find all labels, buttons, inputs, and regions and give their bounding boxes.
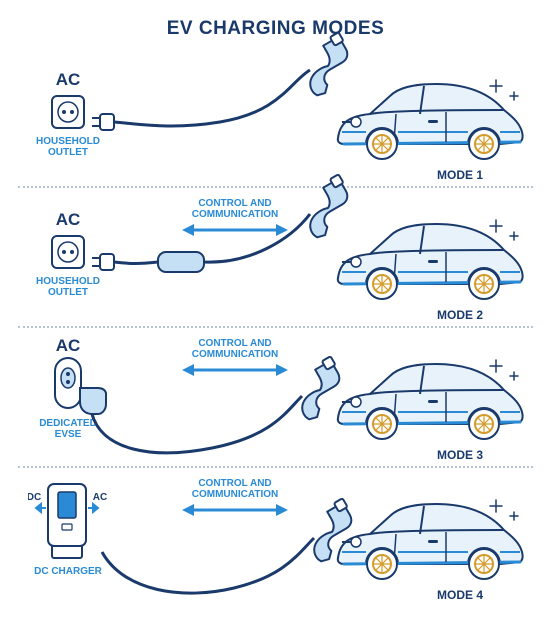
ev-car xyxy=(328,486,528,596)
comm-block: CONTROL AND COMMUNICATION xyxy=(175,338,295,377)
two-way-arrow-icon xyxy=(180,363,290,377)
two-way-arrow-icon xyxy=(180,503,290,517)
rows-container: AC HOUSEHOLD OUTLET xyxy=(0,48,551,606)
wall-plug-icon xyxy=(92,114,114,130)
two-way-arrow-icon xyxy=(180,223,290,237)
mode-row-4: DC AC DC CHARGER CONTROL AND COMMUNICATI… xyxy=(0,468,551,606)
mode-label: MODE 1 xyxy=(400,168,520,182)
ev-car xyxy=(328,66,528,176)
iccb-box-icon xyxy=(158,252,204,272)
wall-plug-icon xyxy=(92,254,114,270)
ev-car xyxy=(328,206,528,316)
dc-label: DC xyxy=(28,492,41,503)
cable-evse xyxy=(72,364,372,484)
mode-row-3: AC DEDICATED EVSE CONTROL AND xyxy=(0,328,551,466)
ac-label: AC xyxy=(18,336,118,356)
diagram-title: EV CHARGING MODES xyxy=(0,18,551,40)
mode-row-2: AC HOUSEHOLD OUTLET CONTROL AND xyxy=(0,188,551,326)
mode-label: MODE 3 xyxy=(400,448,520,462)
mode-label: MODE 2 xyxy=(400,308,520,322)
ev-car xyxy=(328,346,528,456)
mode-label: MODE 4 xyxy=(400,588,520,602)
comm-block: CONTROL AND COMMUNICATION xyxy=(175,198,295,237)
mode-row-1: AC HOUSEHOLD OUTLET xyxy=(0,48,551,186)
ac-label: AC xyxy=(93,492,107,503)
comm-block: CONTROL AND COMMUNICATION xyxy=(175,478,295,517)
evse-side-plug-icon xyxy=(80,388,106,414)
